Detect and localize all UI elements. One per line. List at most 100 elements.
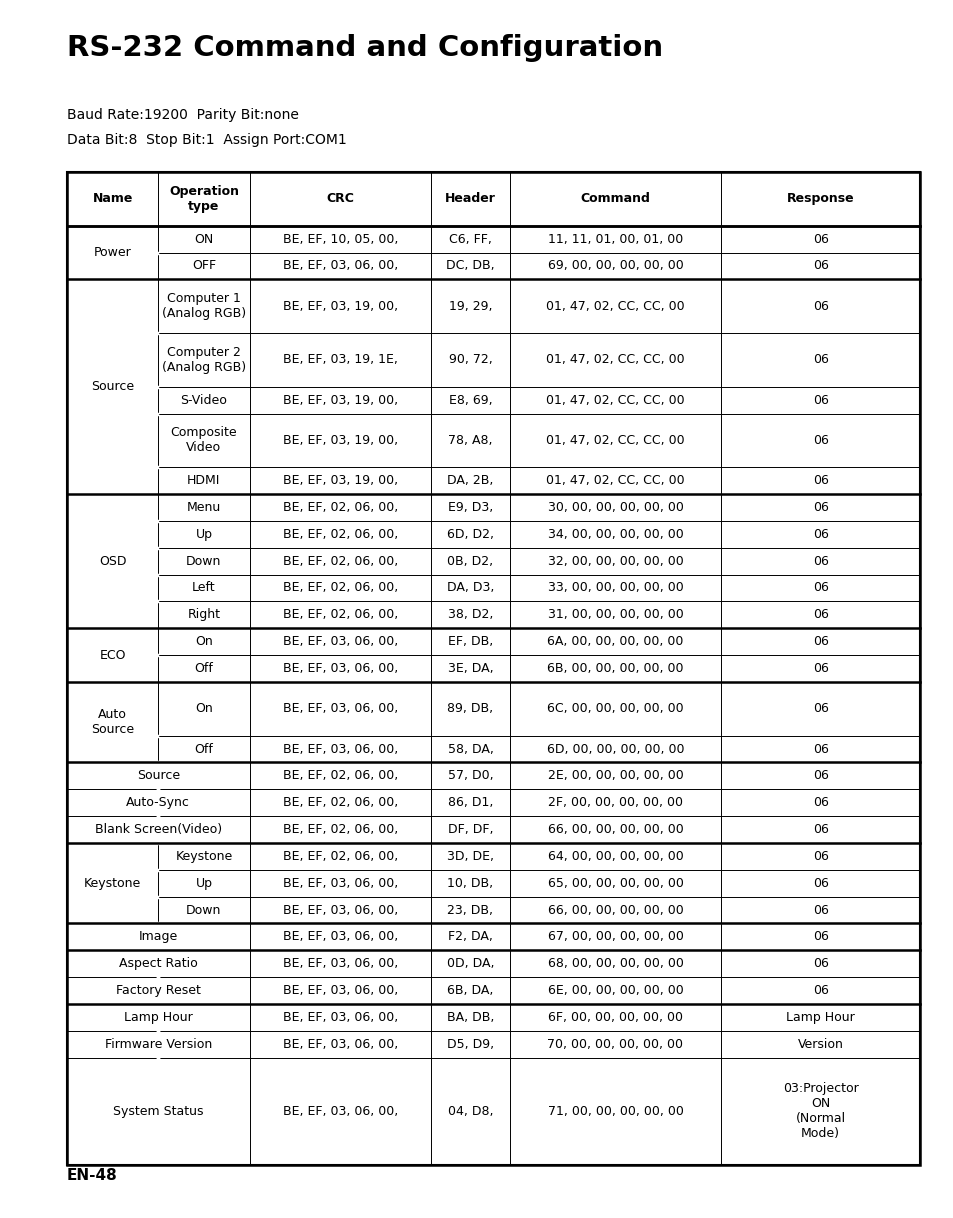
Text: 06: 06 [812, 233, 828, 246]
Text: Factory Reset: Factory Reset [115, 984, 200, 998]
Text: 86, D1,: 86, D1, [447, 797, 493, 809]
Text: 0B, D2,: 0B, D2, [447, 554, 493, 568]
Text: BE, EF, 02, 06, 00,: BE, EF, 02, 06, 00, [282, 554, 397, 568]
Text: 71, 00, 00, 00, 00, 00: 71, 00, 00, 00, 00, 00 [547, 1105, 682, 1118]
Text: BE, EF, 03, 06, 00,: BE, EF, 03, 06, 00, [282, 663, 397, 675]
Text: Operation
type: Operation type [169, 185, 238, 213]
Text: 06: 06 [812, 904, 828, 916]
Text: Lamp Hour: Lamp Hour [785, 1011, 854, 1024]
Text: 6B, DA,: 6B, DA, [447, 984, 493, 998]
Text: Header: Header [444, 192, 496, 206]
Text: Down: Down [186, 904, 221, 916]
Text: BE, EF, 03, 06, 00,: BE, EF, 03, 06, 00, [282, 931, 397, 944]
Text: E8, 69,: E8, 69, [448, 393, 492, 407]
Text: BE, EF, 02, 06, 00,: BE, EF, 02, 06, 00, [282, 527, 397, 541]
Text: Command: Command [580, 192, 650, 206]
Text: BE, EF, 03, 06, 00,: BE, EF, 03, 06, 00, [282, 703, 397, 715]
Text: 06: 06 [812, 877, 828, 889]
Text: 19, 29,: 19, 29, [448, 300, 492, 313]
Text: BE, EF, 03, 06, 00,: BE, EF, 03, 06, 00, [282, 984, 397, 998]
Text: 64, 00, 00, 00, 00, 00: 64, 00, 00, 00, 00, 00 [547, 850, 682, 862]
Text: 6D, 00, 00, 00, 00, 00: 6D, 00, 00, 00, 00, 00 [546, 743, 683, 755]
Text: Computer 1
(Analog RGB): Computer 1 (Analog RGB) [162, 292, 246, 320]
Text: 06: 06 [812, 434, 828, 447]
Text: Lamp Hour: Lamp Hour [124, 1011, 193, 1024]
Text: 10, DB,: 10, DB, [447, 877, 493, 889]
Text: 06: 06 [812, 581, 828, 594]
Text: System Status: System Status [112, 1105, 203, 1118]
Text: DC, DB,: DC, DB, [446, 259, 495, 273]
Text: 01, 47, 02, CC, CC, 00: 01, 47, 02, CC, CC, 00 [546, 393, 684, 407]
Text: BE, EF, 03, 06, 00,: BE, EF, 03, 06, 00, [282, 904, 397, 916]
Text: 32, 00, 00, 00, 00, 00: 32, 00, 00, 00, 00, 00 [547, 554, 682, 568]
Text: On: On [194, 703, 213, 715]
Text: Menu: Menu [187, 501, 221, 514]
Text: 6D, D2,: 6D, D2, [447, 527, 494, 541]
Text: 66, 00, 00, 00, 00, 00: 66, 00, 00, 00, 00, 00 [547, 904, 682, 916]
Text: 2F, 00, 00, 00, 00, 00: 2F, 00, 00, 00, 00, 00 [547, 797, 682, 809]
Text: 0D, DA,: 0D, DA, [446, 957, 494, 971]
Bar [67, 172, 919, 1164]
Text: 06: 06 [812, 353, 828, 367]
Text: Computer 2
(Analog RGB): Computer 2 (Analog RGB) [162, 346, 246, 374]
Text: 06: 06 [812, 474, 828, 487]
Text: BE, EF, 03, 06, 00,: BE, EF, 03, 06, 00, [282, 635, 397, 648]
Text: BE, EF, 03, 06, 00,: BE, EF, 03, 06, 00, [282, 1011, 397, 1024]
Text: BE, EF, 02, 06, 00,: BE, EF, 02, 06, 00, [282, 797, 397, 809]
Text: Data Bit:8  Stop Bit:1  Assign Port:COM1: Data Bit:8 Stop Bit:1 Assign Port:COM1 [67, 133, 346, 147]
Text: 89, DB,: 89, DB, [447, 703, 493, 715]
Text: 90, 72,: 90, 72, [448, 353, 492, 367]
Text: BE, EF, 02, 06, 00,: BE, EF, 02, 06, 00, [282, 850, 397, 862]
Text: BE, EF, 03, 06, 00,: BE, EF, 03, 06, 00, [282, 1038, 397, 1051]
Text: 3E, DA,: 3E, DA, [447, 663, 493, 675]
Text: 66, 00, 00, 00, 00, 00: 66, 00, 00, 00, 00, 00 [547, 823, 682, 836]
Text: 06: 06 [812, 770, 828, 782]
Text: E9, D3,: E9, D3, [447, 501, 493, 514]
Text: F2, DA,: F2, DA, [448, 931, 493, 944]
Text: Off: Off [194, 743, 213, 755]
Text: 6C, 00, 00, 00, 00, 00: 6C, 00, 00, 00, 00, 00 [547, 703, 683, 715]
Text: ECO: ECO [99, 648, 126, 661]
Text: BE, EF, 03, 06, 00,: BE, EF, 03, 06, 00, [282, 259, 397, 273]
Text: D5, D9,: D5, D9, [446, 1038, 494, 1051]
Text: Name: Name [92, 192, 132, 206]
Text: Auto
Source: Auto Source [91, 708, 134, 736]
Text: OSD: OSD [99, 554, 126, 568]
Text: 06: 06 [812, 703, 828, 715]
Text: Baud Rate:19200  Parity Bit:none: Baud Rate:19200 Parity Bit:none [67, 108, 298, 122]
Text: 58, DA,: 58, DA, [447, 743, 493, 755]
Text: EN-48: EN-48 [67, 1168, 117, 1183]
Text: BE, EF, 03, 06, 00,: BE, EF, 03, 06, 00, [282, 957, 397, 971]
Text: CRC: CRC [326, 192, 354, 206]
Text: 6F, 00, 00, 00, 00, 00: 6F, 00, 00, 00, 00, 00 [547, 1011, 682, 1024]
Text: C6, FF,: C6, FF, [449, 233, 492, 246]
Text: 67, 00, 00, 00, 00, 00: 67, 00, 00, 00, 00, 00 [547, 931, 682, 944]
Text: BE, EF, 02, 06, 00,: BE, EF, 02, 06, 00, [282, 581, 397, 594]
Text: 31, 00, 00, 00, 00, 00: 31, 00, 00, 00, 00, 00 [547, 608, 682, 621]
Text: Down: Down [186, 554, 221, 568]
Text: DA, 2B,: DA, 2B, [447, 474, 493, 487]
Text: 06: 06 [812, 743, 828, 755]
Text: 6E, 00, 00, 00, 00, 00: 6E, 00, 00, 00, 00, 00 [547, 984, 682, 998]
Text: 06: 06 [812, 797, 828, 809]
Text: Off: Off [194, 663, 213, 675]
Text: OFF: OFF [192, 259, 215, 273]
Text: 01, 47, 02, CC, CC, 00: 01, 47, 02, CC, CC, 00 [546, 353, 684, 367]
Text: Auto-Sync: Auto-Sync [126, 797, 190, 809]
Text: 34, 00, 00, 00, 00, 00: 34, 00, 00, 00, 00, 00 [547, 527, 682, 541]
Text: 06: 06 [812, 850, 828, 862]
Text: BE, EF, 03, 19, 00,: BE, EF, 03, 19, 00, [282, 474, 397, 487]
Text: BE, EF, 03, 19, 00,: BE, EF, 03, 19, 00, [282, 300, 397, 313]
Text: 06: 06 [812, 300, 828, 313]
Text: 6A, 00, 00, 00, 00, 00: 6A, 00, 00, 00, 00, 00 [547, 635, 683, 648]
Text: BE, EF, 02, 06, 00,: BE, EF, 02, 06, 00, [282, 608, 397, 621]
Text: 01, 47, 02, CC, CC, 00: 01, 47, 02, CC, CC, 00 [546, 300, 684, 313]
Text: 06: 06 [812, 984, 828, 998]
Text: BE, EF, 02, 06, 00,: BE, EF, 02, 06, 00, [282, 501, 397, 514]
Text: Up: Up [195, 527, 213, 541]
Text: Source: Source [91, 380, 134, 393]
Text: HDMI: HDMI [187, 474, 220, 487]
Text: 2E, 00, 00, 00, 00, 00: 2E, 00, 00, 00, 00, 00 [547, 770, 682, 782]
Text: EF, DB,: EF, DB, [447, 635, 493, 648]
Text: 6B, 00, 00, 00, 00, 00: 6B, 00, 00, 00, 00, 00 [547, 663, 683, 675]
